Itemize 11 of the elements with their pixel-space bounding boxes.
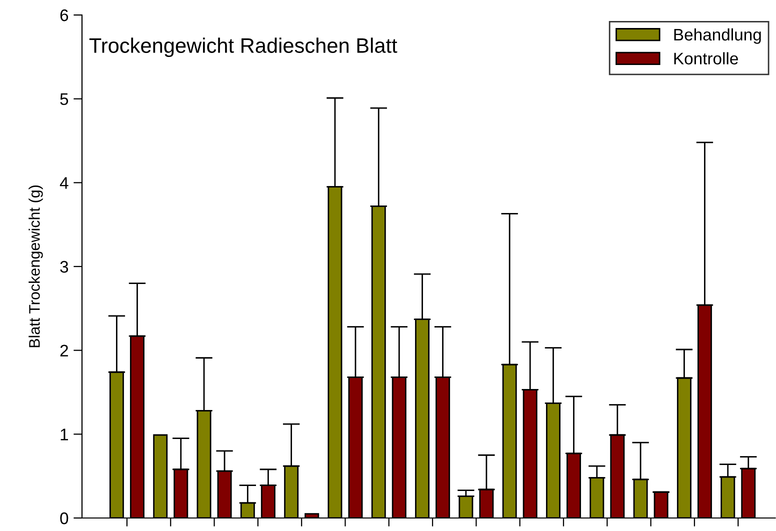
legend-label: Kontrolle bbox=[674, 52, 738, 64]
y-tick-label: 3 bbox=[60, 260, 68, 273]
y-tick-label: 4 bbox=[60, 177, 68, 189]
y-tick-label: 5 bbox=[60, 93, 68, 106]
text: Trockengewicht Radieschen Blatt bbox=[89, 38, 398, 58]
legend-label: Behandlung bbox=[674, 28, 761, 44]
y-tick-label: 6 bbox=[60, 9, 68, 22]
y-tick-label: 1 bbox=[60, 428, 68, 440]
y-axis-title: Blatt Trockengewicht (g) bbox=[28, 186, 43, 348]
y-tick-label: 0 bbox=[60, 512, 68, 524]
y-tick-label: 2 bbox=[60, 344, 68, 356]
